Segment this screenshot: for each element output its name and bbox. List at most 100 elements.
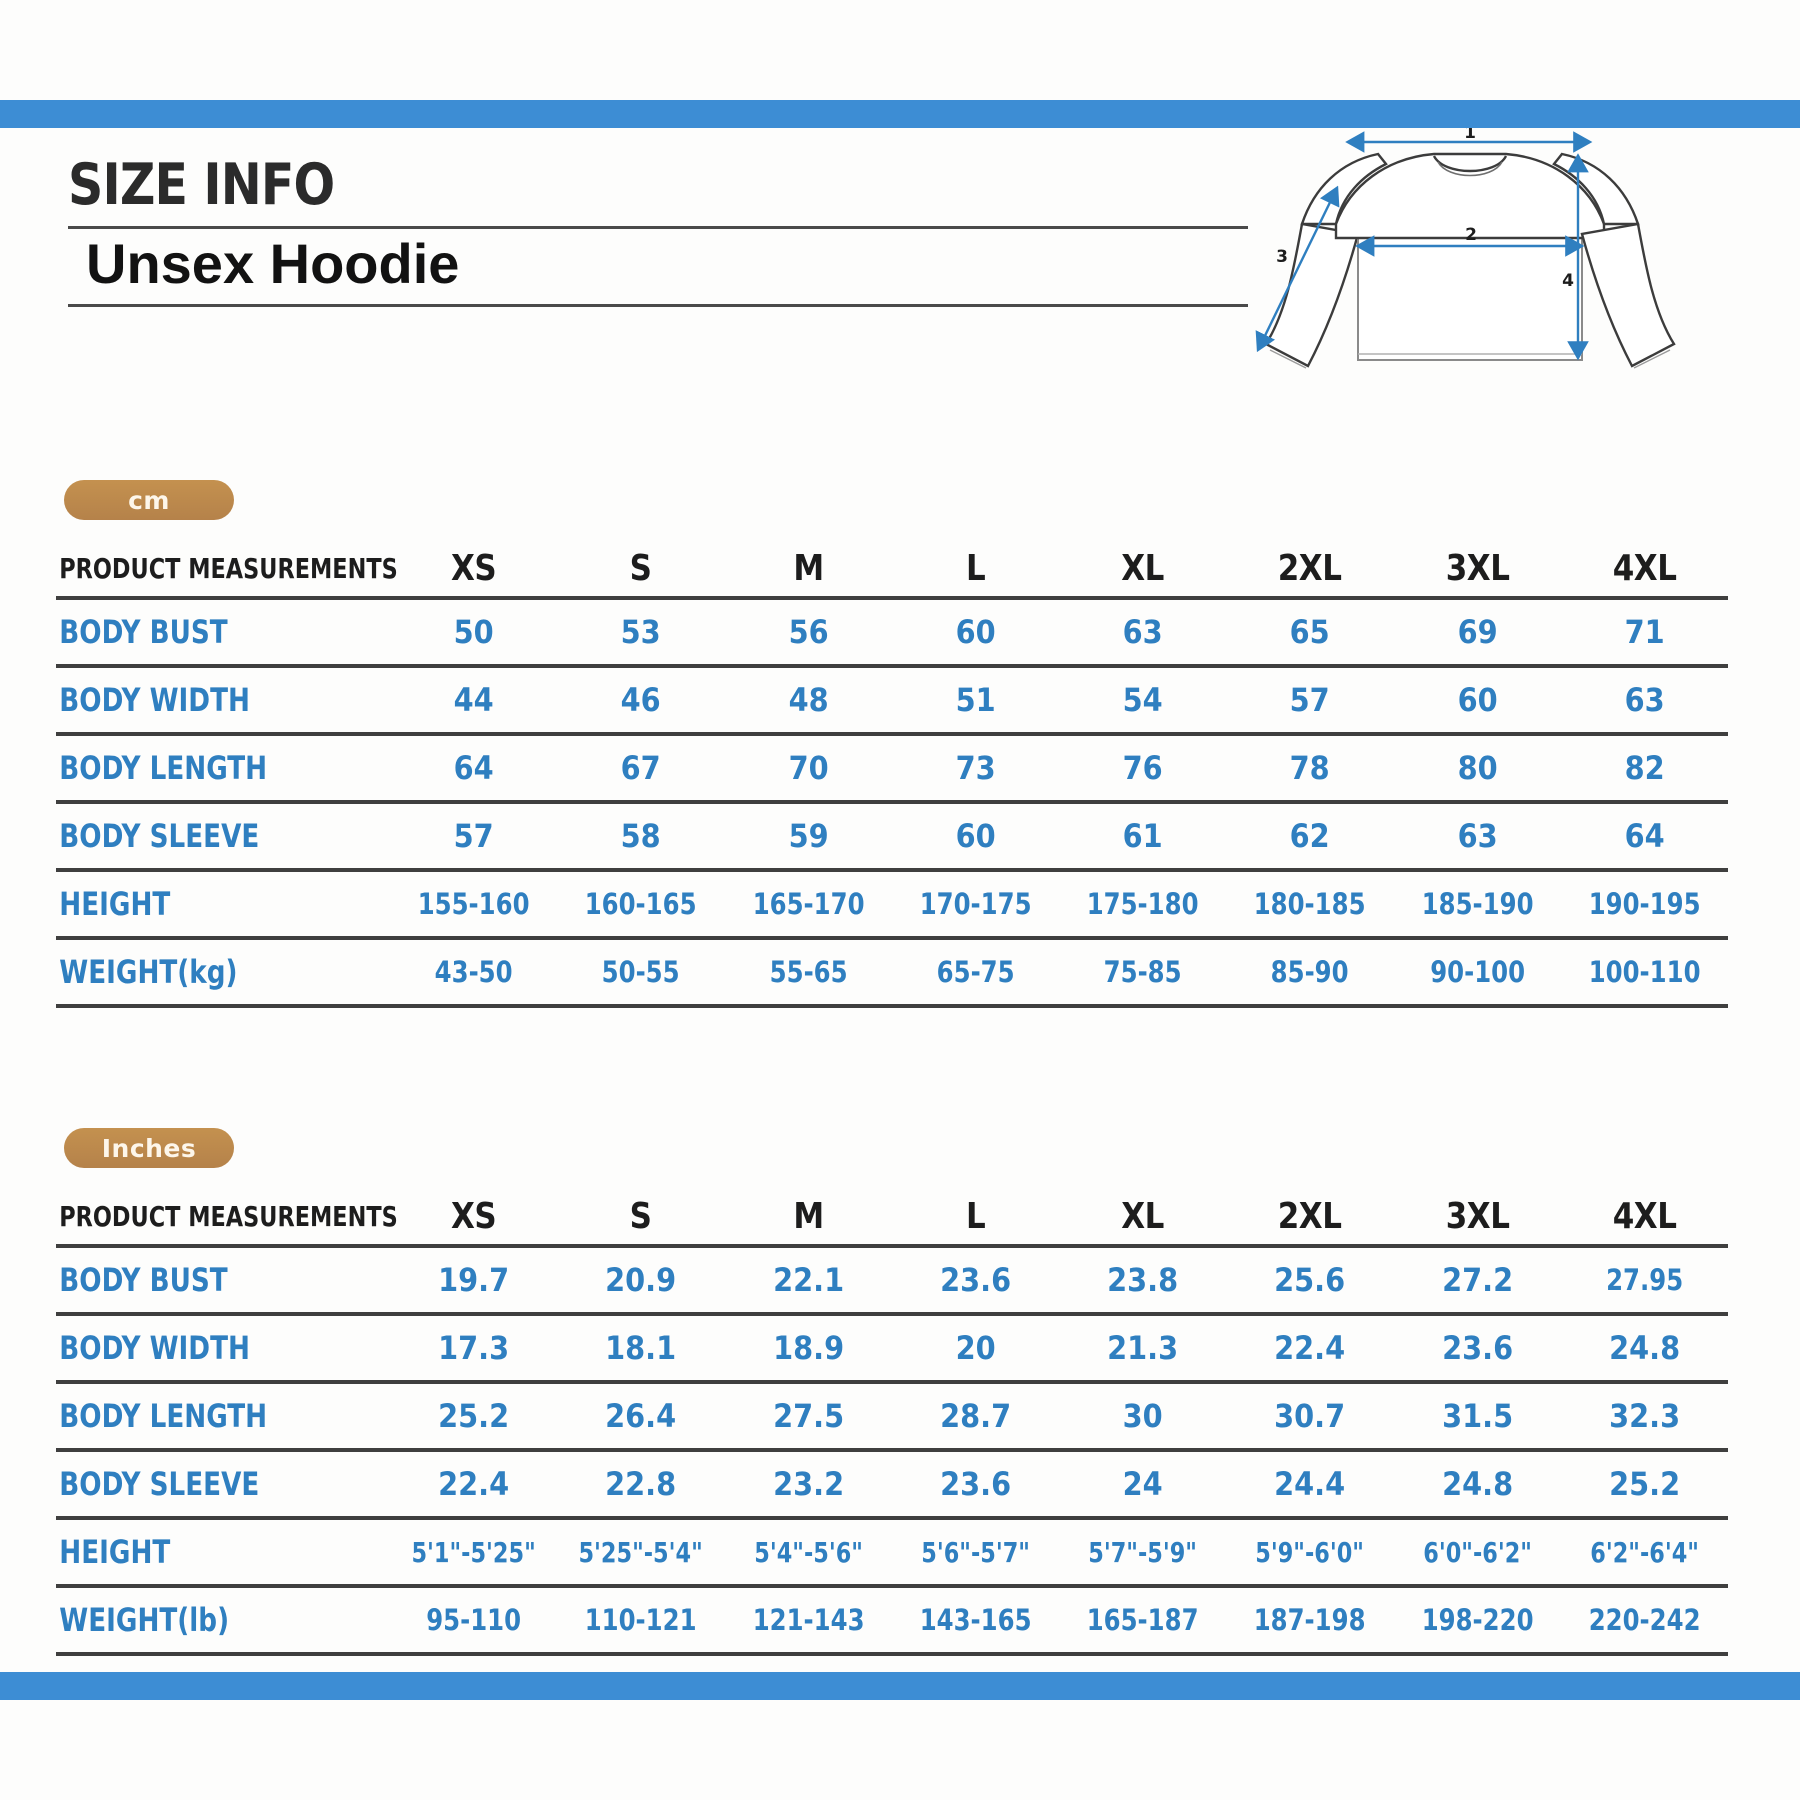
cell-2xl-in: 24.4 — [1234, 1450, 1386, 1520]
column-header-size-3xl: 3XL — [1405, 540, 1550, 600]
unit-badge-inches: Inches — [64, 1128, 234, 1168]
cell-3xl-in: 198-220 — [1406, 1586, 1548, 1656]
cell-xl-in: 21.3 — [1067, 1314, 1218, 1384]
cell-2xl-in: 5'9"-6'0" — [1242, 1518, 1377, 1588]
bottom-accent-bar — [0, 1672, 1800, 1700]
column-header-size-m: M — [736, 540, 881, 600]
chart-sheet: SIZE INFO Unsex Hoodie — [0, 123, 1800, 1672]
cell-s-cm: 50-55 — [570, 938, 712, 1008]
cell-4xl-in: 27.95 — [1574, 1246, 1715, 1316]
cell-3xl-in: 6'0"-6'2" — [1410, 1518, 1545, 1588]
cell-4xl-in: 6'2"-6'4" — [1577, 1518, 1712, 1588]
cell-l-in: 20 — [900, 1314, 1051, 1384]
cell-3xl-cm: 90-100 — [1406, 938, 1548, 1008]
cell-m-cm: 165-170 — [737, 870, 879, 940]
cell-xs-cm: 64 — [398, 734, 549, 804]
cell-s-in: 26.4 — [565, 1382, 717, 1452]
cell-3xl-in: 27.2 — [1401, 1246, 1553, 1316]
cell-4xl-in: 25.2 — [1569, 1450, 1720, 1520]
cell-l-cm: 73 — [900, 734, 1051, 804]
cell-m-cm: 48 — [732, 666, 884, 736]
cell-l-in: 23.6 — [900, 1450, 1051, 1520]
table-row: BODY SLEEVE 22.4 22.8 23.2 23.6 24 24.4 24.8 25.… — [56, 1450, 1728, 1520]
cell-l-cm: 170-175 — [905, 870, 1046, 940]
cell-m-cm: 55-65 — [737, 938, 879, 1008]
table-row: BODY LENGTH 64 67 70 73 76 78 80 82 — [56, 734, 1728, 804]
cell-s-in: 110-121 — [570, 1586, 712, 1656]
column-header-size-xs: XS — [401, 1188, 546, 1248]
cell-s-in: 18.1 — [565, 1314, 717, 1384]
cell-2xl-cm: 57 — [1234, 666, 1386, 736]
cell-l-cm: 65-75 — [905, 938, 1046, 1008]
diagram-label-length: 4 — [1562, 271, 1574, 291]
cell-xs-cm: 57 — [398, 802, 549, 872]
cell-s-in: 5'25"-5'4" — [573, 1518, 708, 1588]
cell-m-cm: 59 — [732, 802, 884, 872]
cell-l-in: 28.7 — [900, 1382, 1051, 1452]
cell-3xl-cm: 60 — [1401, 666, 1553, 736]
cell-s-cm: 67 — [565, 734, 717, 804]
table-row: BODY BUST 19.7 20.9 22.1 23.6 23.8 25.6 27.2 27.… — [56, 1246, 1728, 1316]
column-header-size-s: S — [568, 1188, 713, 1248]
row-label-body-sleeve: BODY SLEEVE — [56, 802, 330, 872]
cell-m-in: 121-143 — [737, 1586, 879, 1656]
cell-s-cm: 58 — [565, 802, 717, 872]
column-header-size-2xl: 2XL — [1237, 540, 1382, 600]
cell-m-in: 5'4"-5'6" — [741, 1518, 876, 1588]
cell-4xl-cm: 63 — [1569, 666, 1720, 736]
cell-m-in: 27.5 — [732, 1382, 884, 1452]
table-header-row: PRODUCT MEASUREMENTS XS S M L XL 2XL 3XL 4XL — [56, 1188, 1728, 1248]
garment-diagram: 1 2 3 4 1 :WIDTH 2 :BUST 3 :SLEEVE 4 — [1190, 123, 1750, 458]
cell-2xl-cm: 78 — [1234, 734, 1386, 804]
row-label-body-width: BODY WIDTH — [56, 1314, 330, 1384]
header: SIZE INFO Unsex Hoodie — [68, 152, 1248, 313]
column-header-measurements: PRODUCT MEASUREMENTS — [56, 1188, 398, 1248]
cell-xs-cm: 44 — [398, 666, 549, 736]
table-row: BODY BUST 50 53 56 60 63 65 69 71 — [56, 598, 1728, 668]
cell-s-in: 22.8 — [565, 1450, 717, 1520]
cell-4xl-cm: 71 — [1569, 598, 1720, 668]
table-row: BODY WIDTH 44 46 48 51 54 57 60 63 — [56, 666, 1728, 736]
cell-m-in: 22.1 — [732, 1246, 884, 1316]
column-header-size-4xl: 4XL — [1572, 1188, 1717, 1248]
cell-3xl-cm: 80 — [1401, 734, 1553, 804]
table-row: HEIGHT 5'1"-5'25" 5'25"-5'4" 5'4"-5'6" 5'6"-… — [56, 1518, 1728, 1588]
cell-xl-in: 165-187 — [1072, 1586, 1213, 1656]
cell-xl-in: 24 — [1067, 1450, 1218, 1520]
diagram-label-bust: 2 — [1465, 225, 1477, 245]
cell-2xl-cm: 65 — [1234, 598, 1386, 668]
cell-m-in: 23.2 — [732, 1450, 884, 1520]
table-row: WEIGHT(lb) 95-110 110-121 121-143 143-165 165… — [56, 1586, 1728, 1656]
cell-s-cm: 46 — [565, 666, 717, 736]
cell-l-in: 143-165 — [905, 1586, 1046, 1656]
top-accent-bar — [0, 100, 1800, 128]
cell-xs-in: 5'1"-5'25" — [406, 1518, 541, 1588]
title-divider-top — [68, 225, 1248, 229]
diagram-label-sleeve: 3 — [1276, 247, 1288, 267]
cell-xl-in: 5'7"-5'9" — [1075, 1518, 1210, 1588]
cell-3xl-in: 31.5 — [1401, 1382, 1553, 1452]
cell-s-cm: 53 — [565, 598, 717, 668]
cell-xl-cm: 61 — [1067, 802, 1218, 872]
page-title: SIZE INFO — [68, 152, 335, 218]
cell-xl-cm: 54 — [1067, 666, 1218, 736]
row-label-body-sleeve: BODY SLEEVE — [56, 1450, 330, 1520]
row-label-body-width: BODY WIDTH — [56, 666, 330, 736]
cell-3xl-cm: 185-190 — [1406, 870, 1548, 940]
cell-xs-cm: 155-160 — [403, 870, 544, 940]
cell-4xl-cm: 100-110 — [1574, 938, 1715, 1008]
cell-3xl-in: 23.6 — [1401, 1314, 1553, 1384]
cell-xl-in: 30 — [1067, 1382, 1218, 1452]
cell-l-cm: 51 — [900, 666, 1051, 736]
row-label-weight-kg: WEIGHT(kg) — [56, 938, 330, 1008]
cell-s-in: 20.9 — [565, 1246, 717, 1316]
product-name: Unsex Hoodie — [86, 231, 460, 295]
row-label-body-length: BODY LENGTH — [56, 734, 330, 804]
table-row: HEIGHT 155-160 160-165 165-170 170-175 175-18… — [56, 870, 1728, 940]
title-divider-bottom — [68, 303, 1248, 307]
cell-xs-cm: 50 — [398, 598, 549, 668]
column-header-size-4xl: 4XL — [1572, 540, 1717, 600]
cell-4xl-in: 32.3 — [1569, 1382, 1720, 1452]
cell-xl-in: 23.8 — [1067, 1246, 1218, 1316]
